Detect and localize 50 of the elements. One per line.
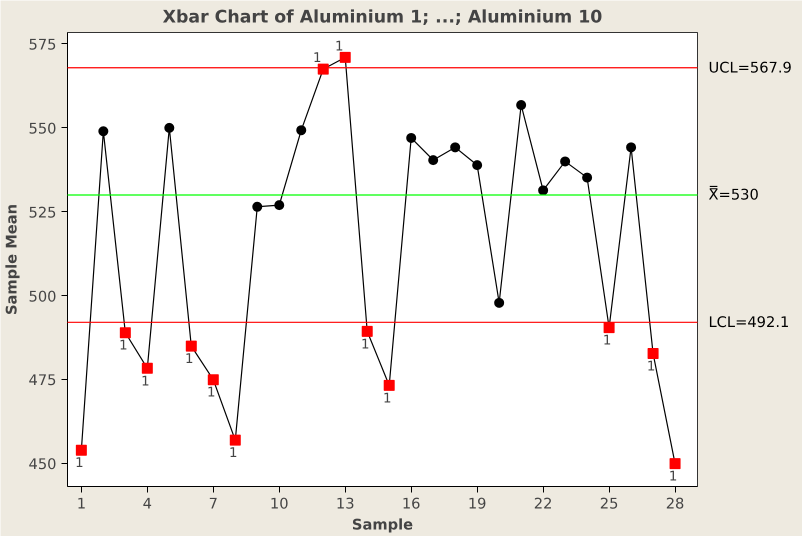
point bbox=[516, 100, 526, 110]
y-tick-label: 550 bbox=[28, 120, 57, 138]
point bbox=[560, 156, 570, 166]
annotation: 1 bbox=[382, 391, 392, 406]
annotation: 1 bbox=[602, 334, 612, 349]
point bbox=[626, 142, 636, 152]
annotation: 1 bbox=[75, 456, 84, 472]
y-tick-label: 450 bbox=[28, 456, 57, 474]
x-tick-label: 25 bbox=[600, 496, 618, 512]
point bbox=[98, 126, 108, 136]
point bbox=[428, 155, 438, 166]
point bbox=[494, 298, 504, 308]
annotation: 1 bbox=[646, 360, 656, 375]
point bbox=[296, 125, 306, 136]
x-axis-title: Sample bbox=[352, 516, 414, 534]
point bbox=[274, 200, 284, 210]
annotation: 1 bbox=[141, 374, 150, 390]
point bbox=[252, 202, 262, 212]
x-tick-label: 28 bbox=[666, 496, 684, 512]
x-tick-label: 13 bbox=[336, 496, 355, 512]
point bbox=[472, 160, 482, 170]
annotation: 1 bbox=[119, 338, 128, 354]
ref-line-label: X̿=530 bbox=[708, 184, 759, 204]
annotation: 1 bbox=[334, 39, 344, 54]
point bbox=[582, 172, 592, 183]
annotation: 1 bbox=[313, 51, 322, 66]
x-tick-label: 16 bbox=[402, 496, 421, 512]
x-tick-label: 10 bbox=[270, 496, 289, 512]
point bbox=[450, 142, 460, 152]
y-axis-title: Sample Mean bbox=[4, 204, 21, 316]
chart-title: Xbar Chart of Aluminium 1; ...; Aluminium 10 bbox=[162, 8, 602, 28]
point bbox=[406, 132, 416, 143]
annotation: 1 bbox=[360, 337, 370, 352]
point bbox=[164, 122, 174, 133]
x-tick-label: 22 bbox=[534, 496, 552, 512]
y-tick-label: 525 bbox=[28, 204, 57, 222]
ref-line-label: UCL=567.9 bbox=[708, 59, 792, 76]
x-tick-label: 19 bbox=[468, 496, 486, 512]
y-tick-label: 475 bbox=[28, 372, 57, 390]
ref-line-label: LCL=492.1 bbox=[708, 314, 790, 331]
x-tick-label: 7 bbox=[208, 496, 218, 512]
y-tick-label: 575 bbox=[28, 36, 57, 54]
annotation: 1 bbox=[207, 386, 216, 401]
x-tick-label: 1 bbox=[76, 496, 86, 512]
x-tick-label: 4 bbox=[142, 496, 152, 512]
annotation: 1 bbox=[229, 446, 238, 462]
annotation: 1 bbox=[185, 352, 194, 368]
annotation: 1 bbox=[668, 470, 678, 485]
point bbox=[538, 185, 548, 196]
y-tick-label: 500 bbox=[28, 288, 57, 306]
